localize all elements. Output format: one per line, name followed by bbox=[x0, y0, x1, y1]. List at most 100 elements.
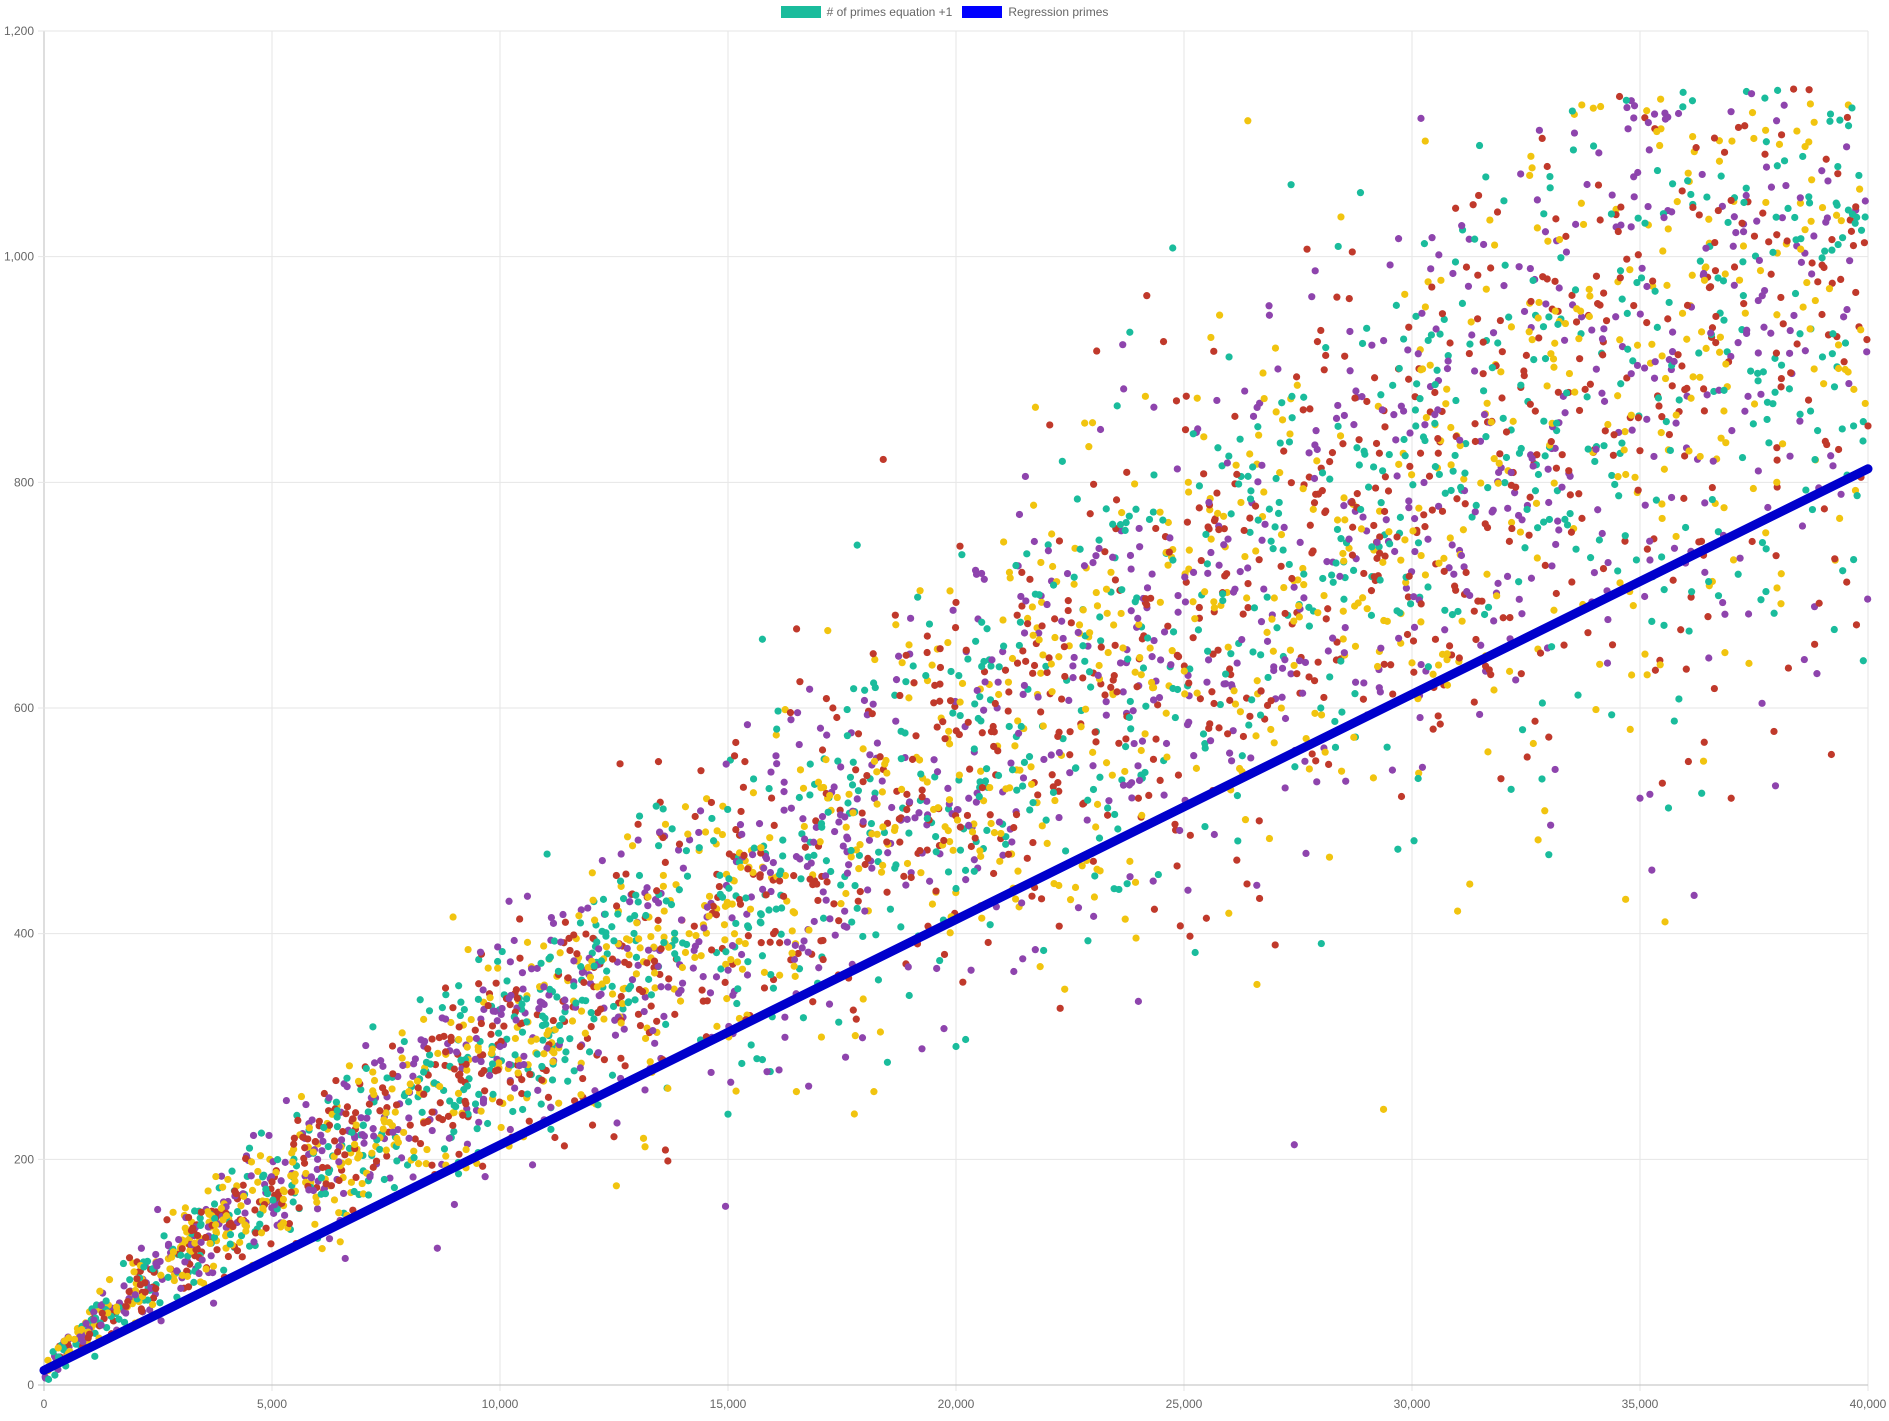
data-point bbox=[1604, 558, 1612, 567]
data-point bbox=[1683, 335, 1691, 343]
data-point bbox=[1340, 411, 1348, 420]
data-point bbox=[1465, 235, 1473, 243]
data-point bbox=[1749, 420, 1757, 428]
data-point bbox=[480, 1066, 488, 1075]
data-point bbox=[647, 991, 655, 999]
y-tick-label: 0 bbox=[27, 1378, 34, 1392]
data-point bbox=[343, 1083, 351, 1091]
data-point bbox=[1507, 518, 1516, 527]
data-point bbox=[1126, 873, 1134, 881]
data-point bbox=[1801, 142, 1809, 151]
data-point bbox=[1711, 238, 1719, 247]
data-point bbox=[1325, 760, 1333, 769]
data-point bbox=[976, 693, 984, 701]
data-point bbox=[1019, 690, 1027, 699]
data-point bbox=[1706, 283, 1715, 291]
data-point bbox=[1545, 851, 1553, 859]
data-point bbox=[464, 945, 472, 954]
data-point bbox=[780, 788, 788, 796]
data-point bbox=[420, 1119, 428, 1127]
data-point bbox=[970, 856, 978, 864]
data-point bbox=[302, 1100, 310, 1109]
data-point bbox=[1640, 364, 1649, 372]
data-point bbox=[1300, 570, 1308, 578]
data-point bbox=[1263, 637, 1272, 645]
data-point bbox=[324, 1143, 332, 1151]
data-point bbox=[450, 1065, 458, 1073]
data-point bbox=[1066, 751, 1074, 759]
data-point bbox=[776, 971, 784, 979]
data-point bbox=[1458, 617, 1466, 625]
data-point bbox=[1107, 683, 1115, 691]
data-point bbox=[744, 865, 752, 873]
data-point bbox=[1658, 500, 1666, 508]
data-point bbox=[1728, 426, 1736, 435]
data-point bbox=[577, 1091, 585, 1099]
data-point bbox=[1088, 419, 1097, 427]
data-point bbox=[874, 976, 883, 984]
data-point bbox=[1720, 407, 1728, 415]
data-point bbox=[1643, 282, 1651, 291]
data-point bbox=[1471, 508, 1479, 516]
data-point bbox=[1267, 697, 1275, 705]
data-point bbox=[1166, 534, 1174, 542]
data-point bbox=[1406, 600, 1415, 608]
data-point bbox=[1326, 457, 1334, 466]
data-point bbox=[519, 1105, 527, 1114]
data-point bbox=[747, 1041, 755, 1049]
data-point bbox=[1838, 425, 1846, 433]
data-point bbox=[479, 1162, 487, 1170]
data-point bbox=[1778, 440, 1787, 448]
legend-item-regression[interactable]: Regression primes bbox=[962, 5, 1108, 19]
data-point bbox=[365, 1100, 374, 1108]
data-point bbox=[1424, 663, 1432, 671]
data-point bbox=[810, 851, 818, 859]
data-point bbox=[1687, 190, 1695, 199]
data-point bbox=[424, 1045, 432, 1053]
data-point bbox=[1550, 363, 1558, 371]
data-point bbox=[787, 716, 795, 724]
data-point bbox=[459, 1111, 467, 1119]
data-point bbox=[1049, 581, 1058, 589]
data-point bbox=[910, 679, 918, 687]
data-point bbox=[1002, 840, 1010, 848]
data-point bbox=[1634, 251, 1642, 259]
data-point bbox=[1037, 895, 1046, 903]
data-point bbox=[1501, 479, 1509, 487]
data-point bbox=[1066, 769, 1074, 777]
data-point bbox=[843, 705, 851, 714]
data-point bbox=[1821, 247, 1829, 255]
data-point bbox=[1340, 649, 1348, 657]
data-point bbox=[1230, 687, 1238, 695]
data-point bbox=[173, 1267, 181, 1275]
data-point bbox=[257, 1129, 266, 1137]
data-point bbox=[1253, 881, 1261, 889]
data-point bbox=[760, 968, 769, 976]
data-point bbox=[1780, 157, 1789, 165]
data-point bbox=[1226, 665, 1234, 673]
data-point bbox=[932, 833, 940, 841]
data-point bbox=[1796, 194, 1804, 202]
data-point bbox=[474, 995, 482, 1003]
data-point bbox=[1808, 505, 1817, 514]
data-point bbox=[925, 877, 934, 885]
data-point bbox=[724, 1110, 732, 1118]
data-point bbox=[1594, 506, 1602, 514]
data-point bbox=[1159, 338, 1168, 346]
data-point bbox=[1224, 535, 1232, 543]
data-point bbox=[1201, 822, 1209, 831]
data-point bbox=[902, 881, 910, 889]
data-point bbox=[1455, 654, 1463, 662]
data-point bbox=[1277, 562, 1285, 570]
data-point bbox=[1683, 301, 1692, 309]
data-point bbox=[487, 1030, 495, 1038]
data-point bbox=[1274, 509, 1283, 518]
data-point bbox=[318, 1245, 326, 1253]
data-point bbox=[1406, 429, 1414, 437]
data-point bbox=[410, 1154, 418, 1162]
legend-item-primes[interactable]: # of primes equation +1 bbox=[780, 5, 952, 19]
data-point bbox=[677, 986, 685, 994]
data-point bbox=[823, 731, 831, 739]
data-point bbox=[744, 958, 752, 966]
data-point bbox=[633, 919, 641, 927]
